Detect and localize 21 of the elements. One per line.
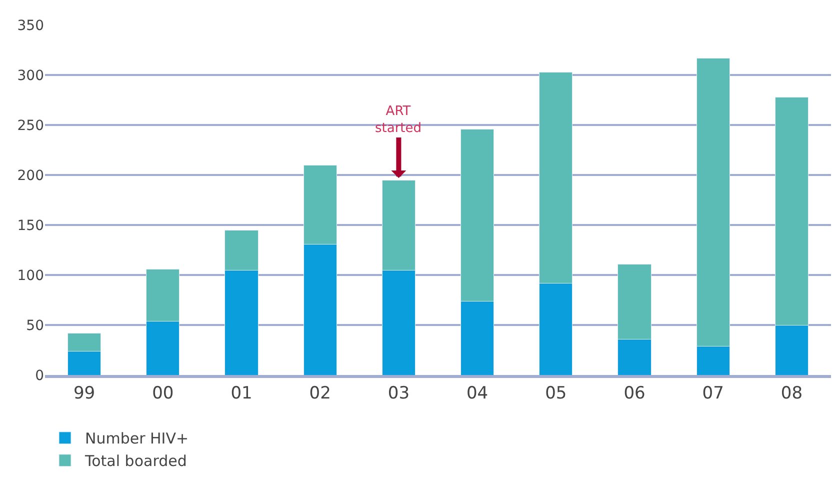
y-tick-label: 50 (26, 318, 44, 334)
x-tick-label: 06 (624, 383, 646, 404)
y-tick-label: 100 (17, 268, 44, 284)
x-tick-label: 05 (545, 383, 567, 404)
x-tick-label: 02 (309, 383, 331, 404)
x-tick-label: 08 (780, 383, 803, 404)
x-tick-label: 99 (73, 383, 96, 404)
annotation: ART started (375, 104, 422, 136)
x-tick-label: 03 (388, 383, 410, 404)
y-tick-label: 350 (17, 18, 44, 34)
y-tick-label: 150 (17, 218, 44, 234)
x-tick-label: 00 (152, 383, 174, 404)
y-tick-label: 250 (17, 118, 44, 134)
x-tick-label: 04 (466, 383, 488, 404)
y-tick-label: 300 (17, 68, 44, 84)
y-tick-label: 200 (17, 168, 44, 184)
x-tick-label: 01 (230, 383, 252, 404)
x-tick-label: 07 (702, 383, 724, 404)
legend-label: Total boarded (84, 452, 187, 470)
legend-label: Number HIV+ (85, 430, 189, 448)
y-tick-label: 0 (35, 368, 44, 384)
